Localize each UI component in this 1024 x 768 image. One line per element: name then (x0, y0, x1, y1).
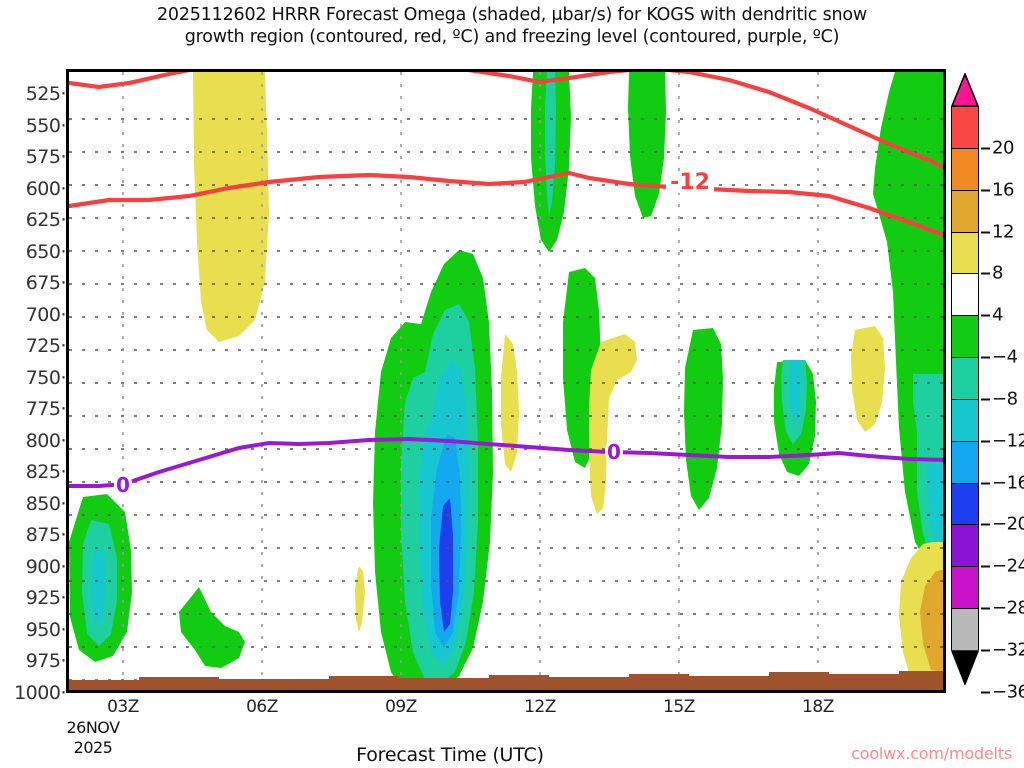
omega-shading (69, 72, 943, 690)
plot-area[interactable]: -12 0 0 (66, 69, 946, 693)
omega-cross-section: -12 0 0 (69, 72, 943, 690)
y-tick-600: 600· (25, 177, 67, 200)
colorbar-band--4_to_4 (952, 274, 978, 317)
y-axis-ticks: 525· 550· 575· 600· 625· 650· 675· 700· 725· 750·… (0, 69, 67, 704)
yellow-column-14Z (589, 334, 637, 514)
date-year: 2025 (73, 737, 113, 757)
date-day: 26NOV (66, 718, 120, 737)
y-tick-750: 750· (25, 366, 67, 389)
y-tick-725: 725· (25, 335, 67, 358)
colorbar-tick--32: −32 (981, 640, 1024, 661)
y-tick-875: 875· (25, 524, 67, 547)
x-tick-03Z: 03Z (107, 697, 139, 717)
colorbar-tick-20: 20 (981, 137, 1014, 158)
colorbar-band--8_to_-4 (952, 316, 978, 359)
colorbar-band--16_to_-12 (952, 399, 978, 442)
colorbar-band-8_to_12 (952, 190, 978, 233)
colorbar-tick-12: 12 (981, 221, 1014, 242)
colorbar-band-12_to_16 (952, 148, 978, 191)
y-tick-650: 650· (25, 240, 67, 263)
x-axis-date: 26NOV 2025 (66, 718, 120, 757)
colorbar-tick--16: −16 (981, 472, 1024, 493)
y-tick-625: 625· (25, 209, 67, 232)
colorbar-band-16_to_20 (952, 107, 978, 149)
y-tick-925: 925· (25, 587, 67, 610)
green-column-13Z-upper (628, 72, 666, 218)
colorbar-overflow-arrow-top (951, 73, 979, 107)
y-tick-975: 975· (25, 650, 67, 673)
y-tick-525: 525· (25, 83, 67, 106)
colorbar-tick--28: −28 (981, 598, 1024, 619)
teal-sliver-12Z-upper (545, 72, 556, 216)
x-tick-18Z: 18Z (802, 697, 834, 717)
freezing-label-left: 0 (116, 473, 130, 497)
yellow-column-17Z (851, 326, 885, 432)
y-tick-950: 950· (25, 618, 67, 641)
freezing-label-left-group: 0 (114, 471, 132, 497)
colorbar-tick--4: −4 (981, 347, 1018, 368)
chart-title-line2: growth region (contoured, red, ºC) and f… (184, 27, 840, 48)
colorbar-overflow-arrow-bottom (951, 650, 979, 685)
x-axis-ticks: 03Z 06Z 09Z 12Z 15Z 18Z (66, 697, 946, 727)
yellow-sliver-11Z (501, 334, 519, 472)
freezing-level-contour (69, 436, 943, 488)
y-tick-1000: 1000· (14, 682, 66, 704)
y-tick-550: 550· (25, 114, 67, 137)
colorbar-tick--12: −12 (981, 430, 1024, 451)
chart-title: 2025112602 HRRR Forecast Omega (shaded, … (0, 4, 1024, 49)
colorbar-tick--36: −36 (981, 681, 1024, 702)
x-tick-06Z: 06Z (246, 697, 278, 717)
y-tick-900: 900· (25, 555, 67, 578)
cyan-core-01Z (91, 548, 106, 624)
colorbar-band--28_to_-24 (952, 525, 978, 568)
red-contour-label-group: -12 (666, 170, 714, 195)
x-tick-12Z: 12Z (524, 697, 556, 717)
colorbar-tick-16: 16 (981, 179, 1014, 200)
cyan-core-19Z (927, 464, 943, 560)
colorbar-tick--20: −20 (981, 514, 1024, 535)
green-ascent-blob-05Z (179, 587, 245, 668)
colorbar-tick-4: 4 (981, 305, 1003, 326)
cyan-core-17Z (789, 360, 801, 424)
red-contour-upper (69, 72, 190, 90)
teal-upper-19Z (913, 374, 943, 468)
colorbar-band--12_to_-8 (952, 358, 978, 400)
y-tick-850: 850· (25, 492, 67, 515)
red-contour-upper-right (467, 72, 943, 169)
x-axis-title: Forecast Time (UTC) (356, 744, 544, 766)
colorbar-band--20_to_-16 (952, 441, 978, 484)
x-tick-15Z: 15Z (663, 697, 695, 717)
colorbar-tick-8: 8 (981, 263, 1003, 284)
y-tick-775: 775· (25, 398, 67, 421)
red-contour-lower (69, 170, 943, 238)
colorbar-band--32_to_-28 (952, 567, 978, 610)
y-tick-700: 700· (25, 303, 67, 326)
colorbar[interactable]: 20 16 12 8 4 −4 −8 −12 −16 −20 −24 −28 −32 −36 (951, 73, 1024, 702)
y-tick-675: 675· (25, 272, 67, 295)
green-column-15Z (684, 328, 723, 510)
x-tick-09Z: 09Z (385, 697, 417, 717)
colorbar-band--24_to_-20 (952, 483, 978, 526)
y-tick-825: 825· (25, 461, 67, 484)
freezing-label-mid-group: 0 (605, 438, 623, 464)
deep-ascent-darkblue-10Z (439, 498, 453, 632)
y-tick-575: 575· (25, 146, 67, 169)
colorbar-tick--8: −8 (981, 388, 1018, 409)
orange-core-19Z (920, 570, 943, 672)
yellow-subsidence-column-early (193, 72, 269, 342)
red-contour-label: -12 (670, 170, 710, 195)
chart-title-line1: 2025112602 HRRR Forecast Omega (shaded, … (156, 5, 868, 25)
dendritic-growth-contours (69, 72, 943, 238)
terrain-fill (69, 671, 943, 690)
y-tick-800: 800· (25, 429, 67, 452)
colorbar-band-4_to_8 (952, 232, 978, 275)
colorbar-bands (951, 106, 979, 651)
freezing-label-mid: 0 (607, 440, 621, 464)
colorbar-tick--24: −24 (981, 556, 1024, 577)
colorbar-band--36_to_-32 (952, 609, 978, 651)
watermark: coolwx.com/modelts (851, 744, 1012, 763)
yellow-sliver-08Z (355, 566, 365, 632)
